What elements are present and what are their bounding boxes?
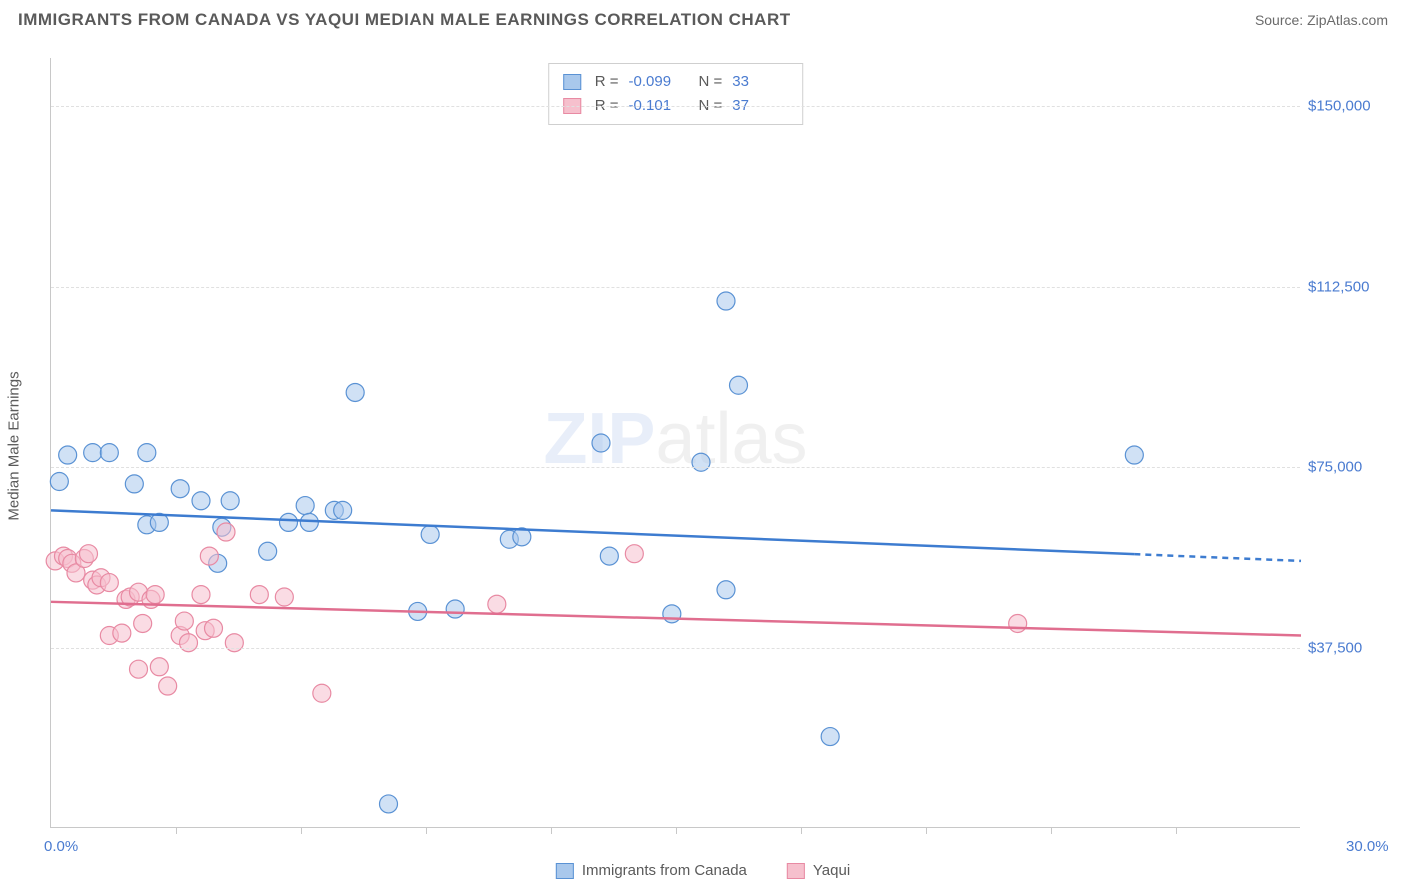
data-point bbox=[84, 444, 102, 462]
data-point bbox=[59, 446, 77, 464]
data-point bbox=[592, 434, 610, 452]
data-point bbox=[250, 586, 268, 604]
data-point bbox=[313, 684, 331, 702]
gridline bbox=[51, 467, 1300, 468]
y-tick-label: $75,000 bbox=[1308, 459, 1398, 476]
data-point bbox=[663, 605, 681, 623]
data-point bbox=[821, 728, 839, 746]
data-point bbox=[300, 513, 318, 531]
y-tick-label: $112,500 bbox=[1308, 278, 1398, 295]
data-point bbox=[1125, 446, 1143, 464]
data-point bbox=[100, 444, 118, 462]
x-tick bbox=[1051, 827, 1052, 834]
y-axis-label: Median Male Earnings bbox=[6, 371, 23, 520]
data-point bbox=[259, 542, 277, 560]
data-point bbox=[113, 624, 131, 642]
x-axis-min-label: 0.0% bbox=[44, 838, 78, 855]
gridline bbox=[51, 648, 1300, 649]
data-point bbox=[146, 586, 164, 604]
x-tick bbox=[176, 827, 177, 834]
chart-title: IMMIGRANTS FROM CANADA VS YAQUI MEDIAN M… bbox=[18, 10, 791, 30]
data-point bbox=[50, 473, 68, 491]
legend-series-item: Yaqui bbox=[787, 862, 850, 879]
data-point bbox=[717, 581, 735, 599]
data-point bbox=[717, 292, 735, 310]
data-point bbox=[150, 658, 168, 676]
data-point bbox=[100, 574, 118, 592]
data-point bbox=[334, 501, 352, 519]
legend-swatch bbox=[787, 863, 805, 879]
x-tick bbox=[926, 827, 927, 834]
x-tick bbox=[426, 827, 427, 834]
legend-swatch bbox=[556, 863, 574, 879]
data-point bbox=[134, 614, 152, 632]
legend-series-item: Immigrants from Canada bbox=[556, 862, 747, 879]
scatter-svg bbox=[51, 58, 1300, 827]
legend-series-label: Yaqui bbox=[813, 862, 850, 879]
x-tick bbox=[551, 827, 552, 834]
data-point bbox=[138, 444, 156, 462]
legend-series-label: Immigrants from Canada bbox=[582, 862, 747, 879]
x-tick bbox=[676, 827, 677, 834]
data-point bbox=[159, 677, 177, 695]
data-point bbox=[380, 795, 398, 813]
gridline bbox=[51, 287, 1300, 288]
data-point bbox=[125, 475, 143, 493]
data-point bbox=[205, 619, 223, 637]
x-tick bbox=[301, 827, 302, 834]
data-point bbox=[275, 588, 293, 606]
data-point bbox=[200, 547, 218, 565]
data-point bbox=[171, 480, 189, 498]
y-tick-label: $37,500 bbox=[1308, 639, 1398, 656]
data-point bbox=[192, 586, 210, 604]
gridline bbox=[51, 106, 1300, 107]
chart-plot-area: ZIPatlas R =-0.099N =33R =-0.101N =37 $3… bbox=[50, 58, 1300, 828]
data-point bbox=[600, 547, 618, 565]
legend-series: Immigrants from Canada Yaqui bbox=[556, 862, 850, 879]
data-point bbox=[221, 492, 239, 510]
data-point bbox=[80, 545, 98, 563]
data-point bbox=[446, 600, 464, 618]
data-point bbox=[346, 383, 364, 401]
y-tick-label: $150,000 bbox=[1308, 98, 1398, 115]
x-tick bbox=[801, 827, 802, 834]
data-point bbox=[421, 525, 439, 543]
data-point bbox=[175, 612, 193, 630]
data-point bbox=[130, 660, 148, 678]
data-point bbox=[1009, 614, 1027, 632]
data-point bbox=[488, 595, 506, 613]
x-axis-max-label: 30.0% bbox=[1346, 838, 1389, 855]
data-point bbox=[692, 453, 710, 471]
data-point bbox=[730, 376, 748, 394]
data-point bbox=[225, 634, 243, 652]
data-point bbox=[180, 634, 198, 652]
x-tick bbox=[1176, 827, 1177, 834]
trend-line-extrapolated bbox=[1134, 554, 1301, 561]
data-point bbox=[625, 545, 643, 563]
data-point bbox=[192, 492, 210, 510]
data-point bbox=[280, 513, 298, 531]
data-point bbox=[296, 497, 314, 515]
data-point bbox=[217, 523, 235, 541]
source-label: Source: ZipAtlas.com bbox=[1255, 12, 1388, 28]
